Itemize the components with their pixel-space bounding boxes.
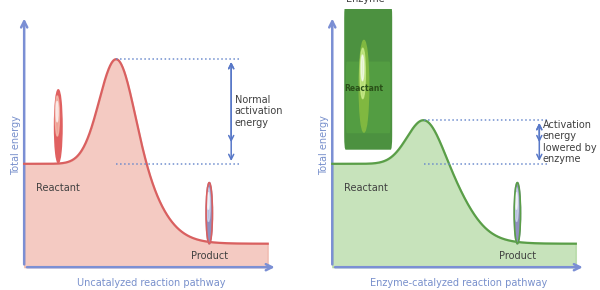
Text: Total energy: Total energy — [319, 115, 329, 175]
FancyBboxPatch shape — [344, 4, 392, 150]
Circle shape — [55, 90, 62, 163]
Circle shape — [515, 192, 517, 209]
Text: Product: Product — [191, 251, 228, 261]
Text: Uncatalyzed reaction pathway: Uncatalyzed reaction pathway — [77, 278, 225, 288]
FancyBboxPatch shape — [346, 61, 391, 133]
Text: Reactant: Reactant — [37, 183, 80, 193]
Text: Reactant: Reactant — [344, 183, 388, 193]
Circle shape — [207, 188, 210, 221]
Text: Reactant: Reactant — [344, 84, 383, 93]
Circle shape — [360, 48, 365, 99]
Circle shape — [361, 55, 364, 81]
Circle shape — [206, 183, 212, 244]
Text: Enzyme: Enzyme — [346, 0, 384, 4]
Text: Product: Product — [499, 251, 536, 261]
Circle shape — [208, 192, 209, 209]
Text: Activation
energy
lowered by
enzyme: Activation energy lowered by enzyme — [543, 119, 596, 164]
Circle shape — [515, 188, 518, 221]
Text: Enzyme-catalyzed reaction pathway: Enzyme-catalyzed reaction pathway — [370, 278, 548, 288]
Circle shape — [359, 40, 368, 132]
Circle shape — [514, 183, 521, 244]
Text: Total energy: Total energy — [11, 115, 20, 175]
Text: Normal
activation
energy: Normal activation energy — [235, 95, 283, 128]
Circle shape — [55, 96, 59, 136]
Circle shape — [56, 102, 58, 122]
